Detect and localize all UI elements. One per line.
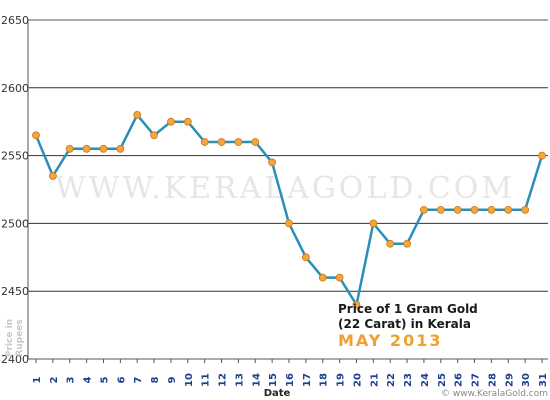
x-tick-16: 16 xyxy=(285,373,296,387)
x-tick-20: 20 xyxy=(352,373,363,387)
x-tick-15: 15 xyxy=(268,373,279,387)
x-tick-31: 31 xyxy=(538,373,549,387)
data-point-30 xyxy=(521,205,530,214)
data-point-9 xyxy=(167,117,175,126)
x-tick-22: 22 xyxy=(386,373,397,387)
x-tick-6: 6 xyxy=(116,376,127,383)
x-tick-5: 5 xyxy=(99,376,110,383)
data-point-5 xyxy=(99,144,108,153)
x-tick-23: 23 xyxy=(403,373,414,387)
data-point-25 xyxy=(436,205,445,214)
data-points xyxy=(32,111,546,309)
x-tick-3: 3 xyxy=(66,376,77,383)
x-tick-14: 14 xyxy=(251,373,262,387)
x-tick-21: 21 xyxy=(369,373,380,387)
x-tick-4: 4 xyxy=(83,376,94,383)
x-tick-2: 2 xyxy=(49,376,60,383)
x-tick-27: 27 xyxy=(471,373,482,387)
data-point-19 xyxy=(335,273,344,282)
data-point-1 xyxy=(32,131,40,140)
data-point-20 xyxy=(352,300,361,309)
data-point-21 xyxy=(369,219,378,228)
x-tick-30: 30 xyxy=(521,373,532,387)
data-point-2 xyxy=(48,172,57,180)
x-axis-ticks: 1 2 3 4 5 6 7 8 9 10 11 12 13 14 15 16 17 18 19 20 21 22 23 24 2… xyxy=(32,359,549,387)
x-tick-8: 8 xyxy=(150,376,161,383)
data-point-27 xyxy=(470,205,479,214)
x-tick-17: 17 xyxy=(302,373,313,387)
data-point-4 xyxy=(82,144,91,153)
x-tick-13: 13 xyxy=(234,373,245,387)
data-point-24 xyxy=(420,205,428,214)
y-axis-label-line2: Rupees xyxy=(15,319,25,356)
x-tick-7: 7 xyxy=(133,376,144,383)
data-point-18 xyxy=(318,273,327,282)
x-tick-28: 28 xyxy=(487,373,498,387)
data-point-31 xyxy=(538,151,546,160)
y-tick-2500: 2500 xyxy=(1,217,29,230)
data-point-6 xyxy=(116,144,125,153)
x-tick-19: 19 xyxy=(336,373,347,387)
x-axis-label: Date xyxy=(264,388,291,399)
y-tick-2650: 2650 xyxy=(1,14,29,27)
y-axis-ticks: 2400 2450 2500 2550 2600 2650 xyxy=(1,14,29,366)
x-tick-25: 25 xyxy=(437,373,448,387)
annotation-title: Price of 1 Gram Gold xyxy=(338,302,478,316)
annotation-month: MAY 2013 xyxy=(338,331,442,350)
credit-text: © www.KeralaGold.com xyxy=(441,389,548,399)
data-point-7 xyxy=(133,111,142,119)
annotation-subtitle: (22 Carat) in Kerala xyxy=(338,317,471,331)
data-point-15 xyxy=(268,158,277,167)
data-point-28 xyxy=(487,205,496,214)
data-point-8 xyxy=(150,131,158,140)
x-tick-9: 9 xyxy=(167,376,178,383)
y-axis-label-line1: Price in xyxy=(5,319,15,357)
x-tick-24: 24 xyxy=(420,373,431,387)
data-point-22 xyxy=(386,239,395,248)
data-point-29 xyxy=(504,205,513,214)
x-tick-18: 18 xyxy=(319,373,330,387)
y-tick-2600: 2600 xyxy=(1,82,29,95)
data-point-11 xyxy=(200,138,209,146)
data-point-26 xyxy=(453,205,462,214)
plot-frame xyxy=(27,19,548,360)
x-tick-12: 12 xyxy=(218,373,229,387)
x-tick-11: 11 xyxy=(201,373,212,387)
data-point-10 xyxy=(183,117,192,126)
data-point-12 xyxy=(217,138,226,146)
data-point-3 xyxy=(65,144,74,153)
data-point-16 xyxy=(285,219,293,228)
y-tick-2450: 2450 xyxy=(1,285,29,298)
data-point-23 xyxy=(403,239,411,248)
y-tick-2400: 2400 xyxy=(1,353,29,366)
x-tick-10: 10 xyxy=(184,373,195,387)
watermark: WWW.KERALAGOLD.COM xyxy=(55,171,515,206)
data-point-17 xyxy=(301,253,310,262)
y-tick-2550: 2550 xyxy=(1,150,29,163)
x-tick-26: 26 xyxy=(454,373,465,387)
data-point-14 xyxy=(251,138,260,146)
data-point-13 xyxy=(234,138,243,146)
x-tick-1: 1 xyxy=(32,376,43,383)
series-line xyxy=(34,113,544,307)
x-tick-29: 29 xyxy=(504,373,515,387)
